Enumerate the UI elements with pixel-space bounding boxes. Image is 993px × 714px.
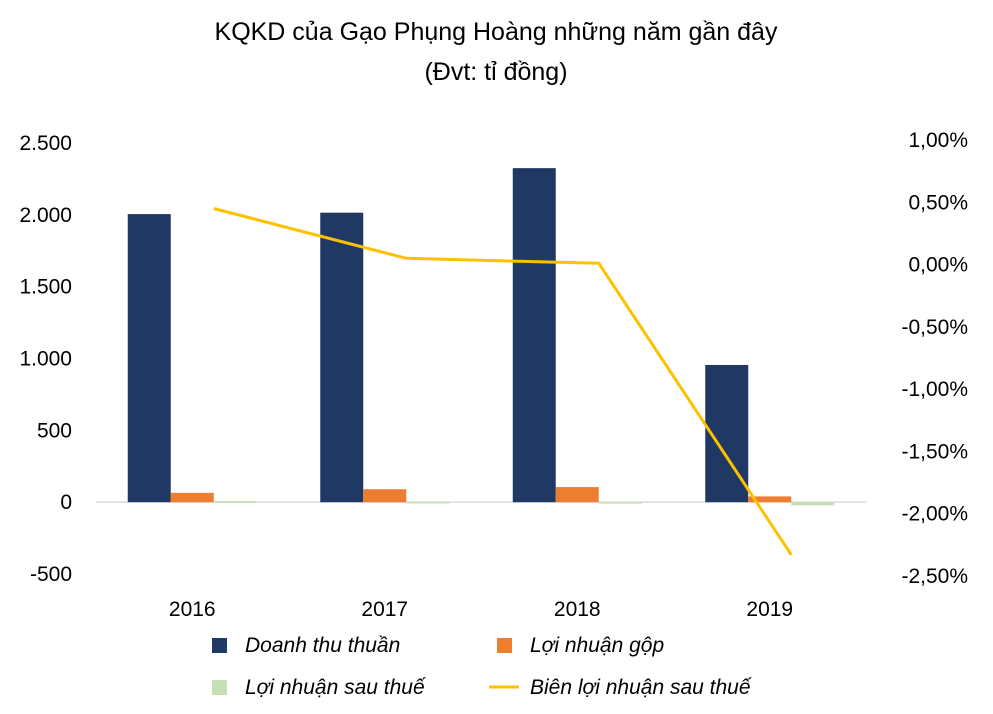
bar	[512, 168, 556, 503]
left-tick-label: 0	[60, 491, 72, 514]
bar	[748, 496, 792, 503]
bar	[791, 502, 835, 506]
right-tick-label: -1,00%	[901, 378, 968, 401]
legend-swatch	[497, 638, 512, 653]
right-tick-label: -2,00%	[901, 503, 968, 526]
right-tick-label: -1,50%	[901, 440, 968, 463]
chart-subtitle: (Đvt: tỉ đồng)	[424, 58, 567, 86]
bar	[170, 492, 214, 503]
x-tick-label: 2016	[169, 598, 216, 621]
series-line	[213, 207, 793, 556]
bar	[598, 502, 642, 504]
right-tick-label: -0,50%	[901, 316, 968, 339]
x-tick-label: 2019	[746, 598, 793, 621]
left-tick-label: 2.500	[19, 132, 72, 155]
right-tick-label: 1,00%	[908, 129, 968, 152]
left-tick-label: 1.500	[19, 276, 72, 299]
bar-series	[127, 168, 835, 506]
x-tick-label: 2018	[554, 598, 601, 621]
line-series	[213, 207, 793, 556]
left-tick-label: -500	[30, 563, 72, 586]
legend-label: Lợi nhuận sau thuế	[245, 676, 426, 699]
legend-label: Biên lợi nhuận sau thuế	[530, 676, 752, 699]
left-axis: -500 0 500 1.000 1.500 2.000 2.500	[19, 132, 72, 586]
right-axis: -2,50% -2,00% -1,50% -1,00% -0,50% 0,00% 0,50%…	[901, 129, 968, 588]
bar	[320, 212, 364, 503]
right-tick-label: 0,00%	[908, 254, 968, 277]
x-axis: 2016 2017 2018 2019	[169, 598, 793, 621]
legend-label: Doanh thu thuần	[245, 634, 400, 657]
chart-title: KQKD của Gạo Phụng Hoàng những năm gần đ…	[215, 18, 778, 46]
x-tick-label: 2017	[361, 598, 408, 621]
right-tick-label: -2,50%	[901, 565, 968, 588]
legend-swatch	[212, 638, 227, 653]
left-tick-label: 500	[37, 419, 72, 442]
legend-label: Lợi nhuận gộp	[530, 634, 664, 657]
legend-swatch	[212, 680, 227, 695]
bar	[363, 489, 407, 503]
bar	[555, 487, 599, 503]
bar	[127, 214, 171, 503]
right-tick-label: 0,50%	[908, 191, 968, 214]
bar	[213, 501, 257, 503]
left-tick-label: 2.000	[19, 204, 72, 227]
bar	[406, 502, 450, 504]
legend: Doanh thu thuần Lợi nhuận gộp Lợi nhuận sa…	[212, 634, 752, 699]
left-tick-label: 1.000	[19, 348, 72, 371]
